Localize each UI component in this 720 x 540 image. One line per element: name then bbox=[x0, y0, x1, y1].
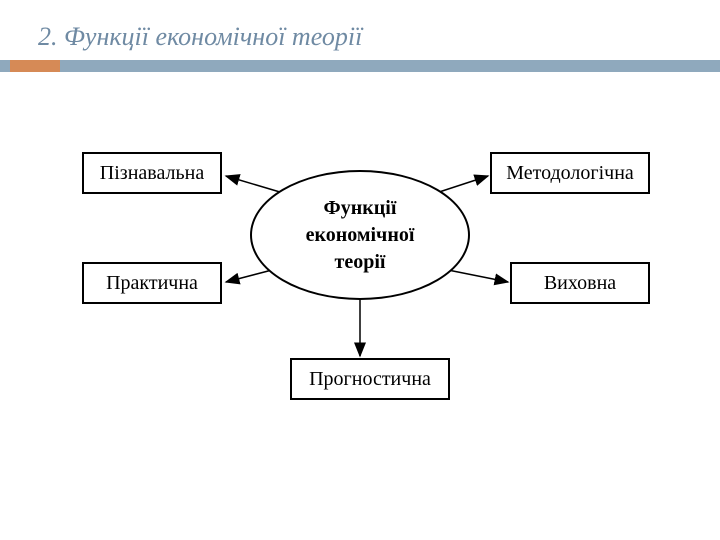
node-praktychna: Практична bbox=[82, 262, 222, 304]
slide-title: 2. Функції економічної теорії bbox=[38, 22, 362, 52]
node-piznavalna: Пізнавальна bbox=[82, 152, 222, 194]
node-vykhovna: Виховна bbox=[510, 262, 650, 304]
title-accent-block bbox=[10, 60, 60, 72]
radial-diagram: Функціїекономічноїтеорії Пізнавальна Мето… bbox=[40, 110, 680, 430]
center-node-label: Функціїекономічноїтеорії bbox=[306, 195, 415, 276]
title-underline bbox=[0, 60, 720, 72]
node-prohnostychna: Прогностична bbox=[290, 358, 450, 400]
center-node: Функціїекономічноїтеорії bbox=[250, 170, 470, 300]
node-metodolohichna: Методологічна bbox=[490, 152, 650, 194]
